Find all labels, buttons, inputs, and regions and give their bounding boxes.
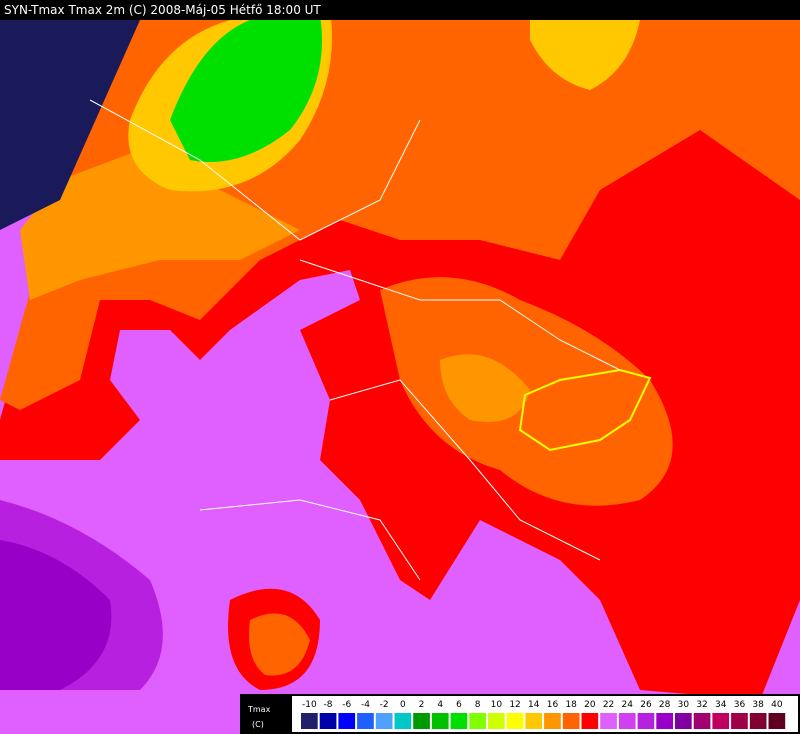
legend-title: Tmax: [247, 705, 271, 714]
mild-region: [530, 6, 640, 91]
orange-region: [249, 613, 310, 676]
legend-tick-label: 16: [547, 700, 559, 710]
legend-swatch: [731, 713, 748, 729]
legend-swatch: [506, 713, 524, 729]
legend-swatch: [581, 713, 599, 729]
legend-swatch: [375, 713, 393, 729]
ocean-mask: [0, 20, 140, 230]
legend-tick-label: 12: [509, 700, 520, 710]
cool-region: [170, 15, 322, 162]
legend-tick-label: -8: [324, 700, 333, 710]
country-outline: [518, 368, 652, 452]
legend-swatch: [600, 713, 617, 729]
legend-swatch: [357, 713, 374, 729]
legend-tick-label: 10: [491, 700, 503, 710]
legend-tick-label: 40: [771, 700, 783, 710]
legend-tick-label: -4: [361, 700, 370, 710]
legend-tick-label: 20: [584, 700, 596, 710]
legend-tick-label: 34: [715, 700, 727, 710]
legend-tick-label: 4: [437, 700, 443, 710]
legend-tick-label: 14: [528, 700, 540, 710]
legend-unit: (C): [252, 720, 264, 729]
legend-swatch: [693, 713, 711, 729]
legend-swatch: [712, 713, 730, 729]
legend-tick-label: 32: [696, 700, 707, 710]
legend-tick-label: 30: [678, 700, 690, 710]
legend-swatch: [562, 713, 580, 729]
legend-tick-label: 24: [622, 700, 634, 710]
legend-swatch: [488, 713, 505, 729]
legend-tick-label: -6: [342, 700, 351, 710]
legend-tick-label: 6: [456, 700, 462, 710]
legend-swatch: [749, 713, 767, 729]
legend-swatch: [618, 713, 636, 729]
legend-swatch: [450, 713, 468, 729]
legend-swatch: [338, 713, 356, 729]
coastline: [89, 99, 621, 581]
legend-tick-label: 28: [659, 700, 671, 710]
legend-swatch: [544, 713, 561, 729]
warm-core: [20, 150, 300, 300]
title-bar: [0, 0, 800, 20]
legend-tick-label: 8: [475, 700, 481, 710]
legend-swatch: [413, 713, 430, 729]
legend-tick-label: 26: [640, 700, 652, 710]
legend-swatch: [431, 713, 449, 729]
legend-tick-label: -10: [302, 700, 317, 710]
warm-core: [440, 354, 530, 422]
legend-swatch: [469, 713, 486, 729]
legend-swatch: [525, 713, 543, 729]
legend-tick-label: 38: [752, 700, 764, 710]
legend-tick-label: 22: [603, 700, 614, 710]
legend-swatch: [637, 713, 655, 729]
cool-sea: [0, 540, 112, 690]
map-title: SYN-Tmax Tmax 2m (C) 2008-Máj-05 Hétfő 1…: [4, 3, 321, 17]
legend-tick-label: 36: [734, 700, 746, 710]
legend-swatch: [768, 713, 786, 729]
legend-tick-label: 2: [419, 700, 425, 710]
legend-swatch: [301, 713, 318, 729]
legend-swatch: [675, 713, 692, 729]
legend-swatch: [394, 713, 412, 729]
legend-tick-label: 0: [400, 700, 406, 710]
legend-swatch: [319, 713, 337, 729]
legend-swatch: [656, 713, 673, 729]
legend-tick-label: -2: [380, 700, 389, 710]
legend-tick-label: 18: [565, 700, 577, 710]
